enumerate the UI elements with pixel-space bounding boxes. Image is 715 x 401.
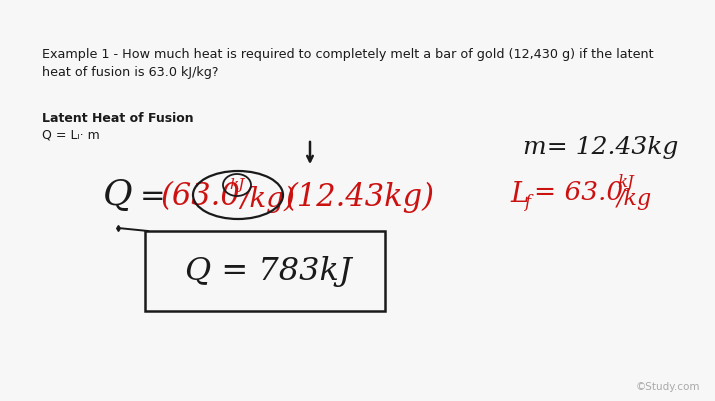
Text: m= 12.43kg: m= 12.43kg [523,136,679,159]
Text: =: = [140,182,166,211]
Text: Q = 783kJ: Q = 783kJ [184,256,351,287]
Text: f: f [524,194,530,211]
Text: L: L [510,181,528,208]
Text: Latent Heat of Fusion: Latent Heat of Fusion [42,112,194,125]
Text: /kg): /kg) [240,185,295,212]
Text: kJ: kJ [617,174,633,191]
Text: ©Study.com: ©Study.com [636,381,700,391]
Text: (63.0: (63.0 [160,181,240,212]
Text: kJ: kJ [230,178,245,192]
Text: /kg: /kg [617,188,652,209]
Text: Q: Q [103,178,133,211]
Text: Q = Lₗ· m: Q = Lₗ· m [42,128,100,141]
Bar [145,231,385,311]
Text: (12.43kg): (12.43kg) [285,181,435,212]
Text: Example 1 - How much heat is required to completely melt a bar of gold (12,430 g: Example 1 - How much heat is required to… [42,48,654,61]
Text: = 63.0: = 63.0 [534,180,623,205]
Text: heat of fusion is 63.0 kJ/kg?: heat of fusion is 63.0 kJ/kg? [42,66,219,79]
